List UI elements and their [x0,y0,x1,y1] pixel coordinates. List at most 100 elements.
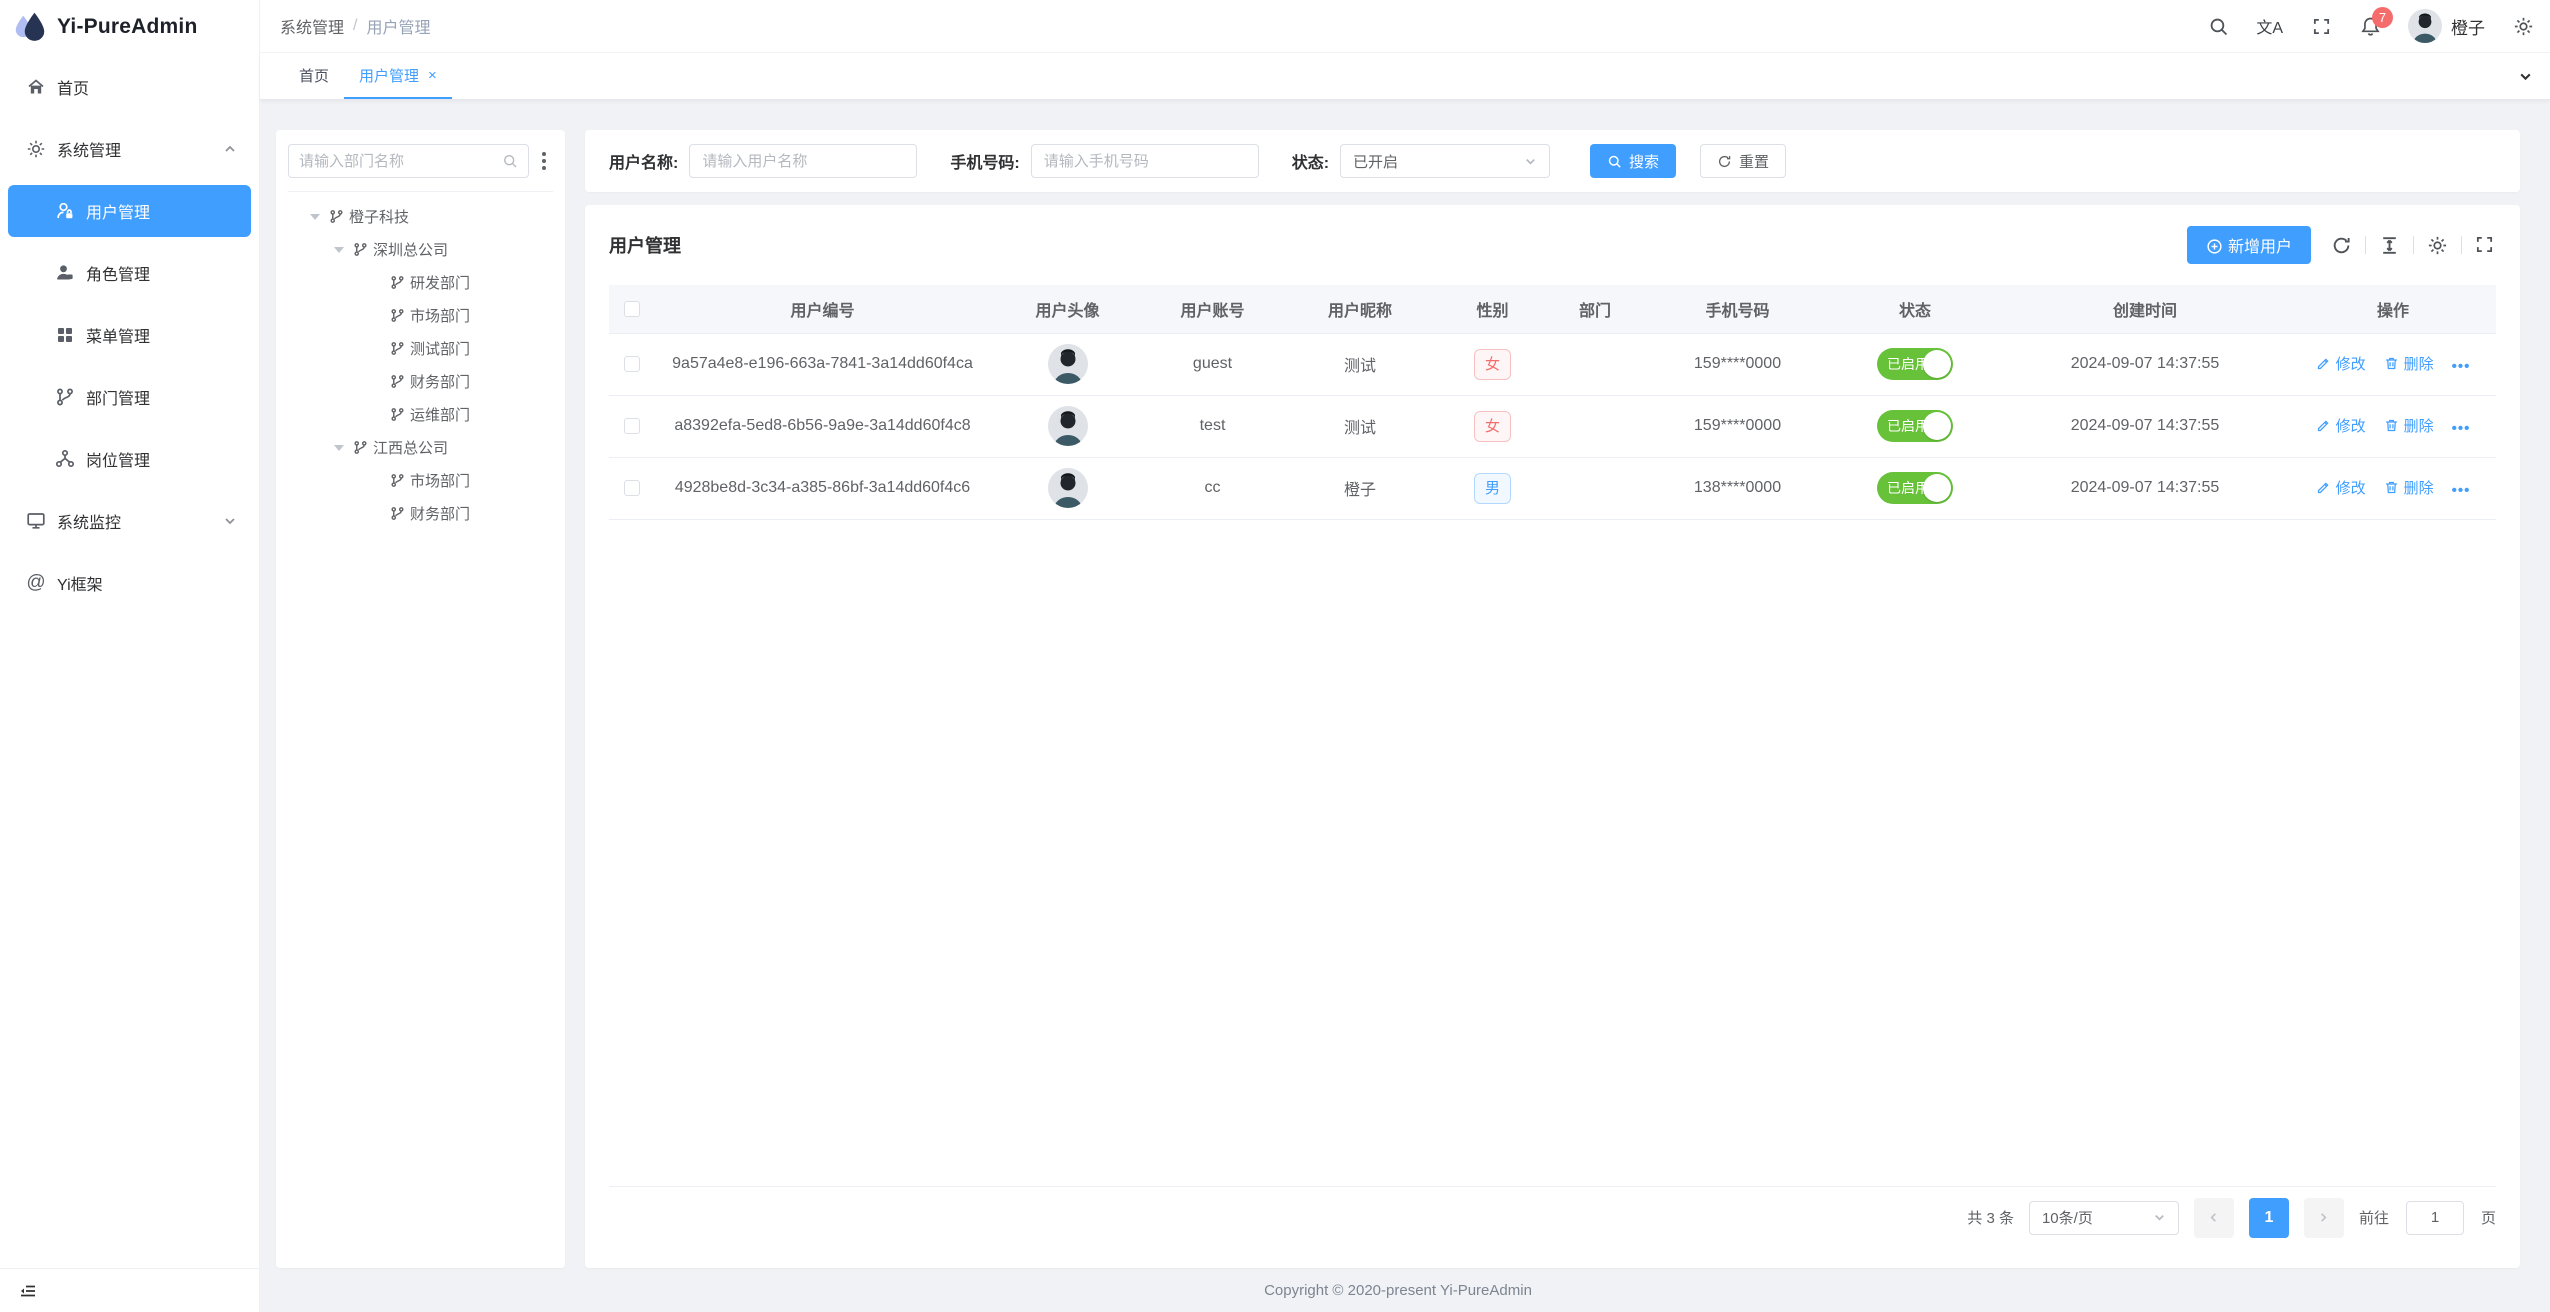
fullscreen-icon[interactable] [2310,15,2332,37]
sidebar-item-label: 系统监控 [57,515,122,532]
next-page-button[interactable] [2303,1197,2344,1238]
cell-nickname: 测试 [1280,395,1440,458]
col-avatar: 用户头像 [990,285,1145,334]
col-status: 状态 [1830,285,2000,334]
tree-node[interactable]: 测试部门 [288,332,553,365]
tab-user-management[interactable]: 用户管理 × [344,53,452,99]
search-icon [502,153,518,169]
sidebar-item-posts[interactable]: 岗位管理 [8,433,251,485]
search-button[interactable]: 搜索 [1590,144,1677,178]
cell-account: test [1145,395,1280,458]
sidebar-item-framework[interactable]: @ Yi框架 [8,557,251,609]
caret-down-icon[interactable] [334,246,344,253]
cell-user-id: 4928be8d-3c34-a385-86bf-3a14dd60f4c6 [655,457,990,520]
close-icon[interactable]: × [428,66,437,84]
goto-label: 前往 [2358,1210,2389,1227]
tree-node[interactable]: 市场部门 [288,299,553,332]
sidebar-item-monitor[interactable]: 系统监控 [8,495,251,547]
settings-gear-icon[interactable] [2512,15,2534,37]
column-settings-icon[interactable] [2427,235,2448,256]
content-row: 橙子科技 深圳总公司 研发部门 市场部门 [276,130,2520,1268]
search-icon[interactable] [2207,15,2229,37]
table-fullscreen-icon[interactable] [2475,235,2496,256]
tree-node[interactable]: 财务部门 [288,365,553,398]
refresh-icon [1717,154,1732,169]
tree-node[interactable]: 市场部门 [288,464,553,497]
col-user-id: 用户编号 [655,285,990,334]
sidebar-item-users[interactable]: 用户管理 [8,185,251,237]
status-toggle[interactable]: 已启用 [1877,410,1953,442]
tree-node-label: 江西总公司 [373,440,449,457]
department-tree: 橙子科技 深圳总公司 研发部门 市场部门 [288,192,553,530]
tab-home[interactable]: 首页 [284,53,344,99]
more-actions-button[interactable]: ••• [2451,419,2471,437]
delete-button[interactable]: 删除 [2384,477,2434,498]
status-select[interactable]: 已开启 [1340,144,1551,178]
edit-button[interactable]: 修改 [2316,477,2366,498]
avatar [1047,344,1088,384]
user-menu[interactable]: 橙子 [2408,9,2485,43]
tree-node-label: 橙子科技 [349,209,410,226]
kebab-menu-icon[interactable] [535,148,553,174]
reset-button[interactable]: 重置 [1700,144,1787,178]
page-1-button[interactable]: 1 [2248,1197,2289,1238]
add-user-button[interactable]: 新增用户 [2186,226,2311,264]
chevron-right-icon [2317,1211,2330,1224]
col-gender: 性别 [1440,285,1545,334]
collapse-sidebar-icon[interactable] [18,1281,38,1301]
sidebar-item-menus[interactable]: 菜单管理 [8,309,251,361]
more-actions-button[interactable]: ••• [2451,357,2471,375]
status-toggle[interactable]: 已启用 [1877,472,1953,504]
home-icon [26,77,46,97]
select-all-checkbox[interactable] [624,300,640,317]
tree-node[interactable]: 运维部门 [288,398,553,431]
sidebar-item-system[interactable]: 系统管理 [8,123,251,175]
delete-button[interactable]: 删除 [2384,415,2434,436]
row-checkbox[interactable] [624,355,640,372]
more-actions-button[interactable]: ••• [2451,481,2471,499]
delete-label: 删除 [2403,479,2434,497]
tree-node[interactable]: 橙子科技 [288,200,553,233]
caret-down-icon[interactable] [334,444,344,451]
cell-account: guest [1145,333,1280,396]
user-table: 用户编号 用户头像 用户账号 用户昵称 性别 部门 手机号码 状态 创建时间 [609,285,2496,520]
tree-node[interactable]: 财务部门 [288,497,553,530]
row-checkbox[interactable] [624,417,640,434]
breadcrumb: 系统管理 / 用户管理 [280,14,430,38]
tree-node-label: 财务部门 [410,374,471,391]
tree-search-row [288,144,553,192]
notification-bell-icon[interactable]: 7 [2359,7,2393,37]
goto-page-input[interactable] [2405,1200,2464,1235]
row-checkbox[interactable] [624,479,640,496]
sidebar-item-departments[interactable]: 部门管理 [8,371,251,423]
app-logo[interactable]: Yi-PureAdmin [0,0,259,54]
table-title: 用户管理 [609,236,681,256]
density-icon[interactable] [2379,235,2400,256]
tree-node[interactable]: 深圳总公司 [288,233,553,266]
trash-icon [2384,356,2399,371]
tree-node[interactable]: 研发部门 [288,266,553,299]
refresh-table-icon[interactable] [2331,235,2352,256]
department-search-field[interactable] [288,144,529,178]
avatar [1047,468,1088,508]
department-search-input[interactable] [299,152,496,170]
tabs-menu-button[interactable] [2500,53,2550,99]
language-icon[interactable]: 文A [2256,20,2283,37]
prev-page-button[interactable] [2193,1197,2234,1238]
breadcrumb-system[interactable]: 系统管理 [280,20,345,37]
tree-node[interactable]: 江西总公司 [288,431,553,464]
sidebar-item-home[interactable]: 首页 [8,61,251,113]
tree-node-label: 测试部门 [410,341,471,358]
status-toggle[interactable]: 已启用 [1877,348,1953,380]
caret-down-icon[interactable] [310,213,320,220]
page-size-select[interactable]: 10条/页 [2028,1200,2179,1235]
edit-button[interactable]: 修改 [2316,353,2366,374]
cell-nickname: 测试 [1280,333,1440,396]
delete-button[interactable]: 删除 [2384,353,2434,374]
delete-label: 删除 [2403,417,2434,435]
username-filter-input[interactable] [689,144,918,178]
sidebar-item-label: 岗位管理 [86,453,151,470]
edit-button[interactable]: 修改 [2316,415,2366,436]
sidebar-item-roles[interactable]: 角色管理 [8,247,251,299]
phone-filter-input[interactable] [1030,144,1259,178]
